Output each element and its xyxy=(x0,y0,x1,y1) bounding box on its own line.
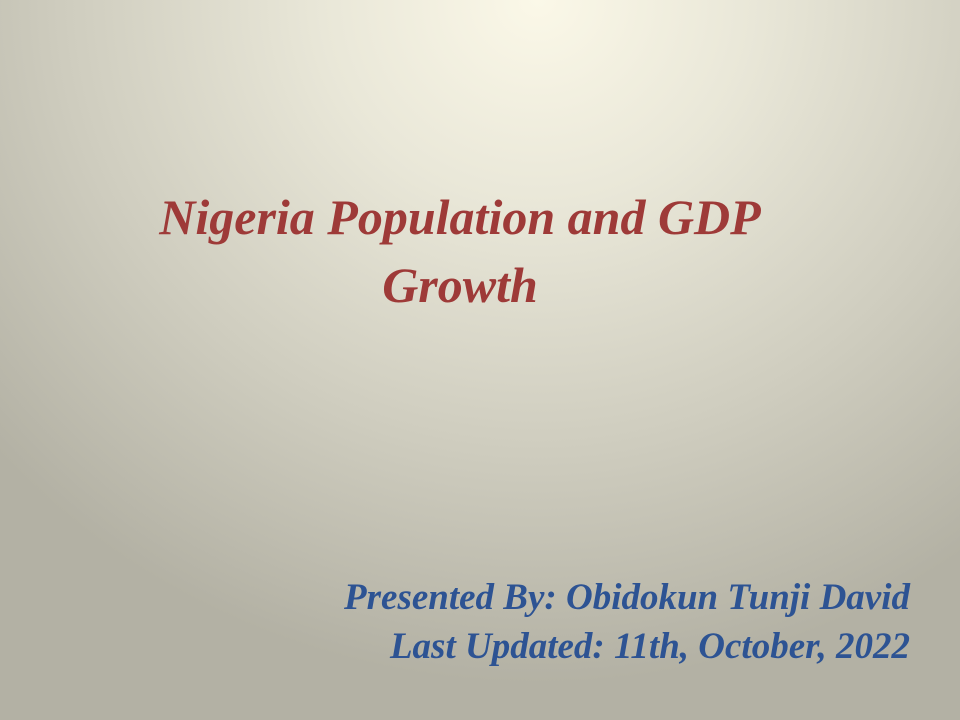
slide-title-line-2: Growth xyxy=(382,257,538,313)
presenter-line: Presented By: Obidokun Tunji David xyxy=(344,577,910,618)
last-updated-line: Last Updated: 11th, October, 2022 xyxy=(389,626,910,667)
slide-title: Nigeria Population and GDP Growth xyxy=(60,183,860,319)
slide-title-line-1: Nigeria Population and GDP xyxy=(159,189,761,245)
slide-subtitle: Presented By: Obidokun Tunji David Last … xyxy=(150,573,910,671)
